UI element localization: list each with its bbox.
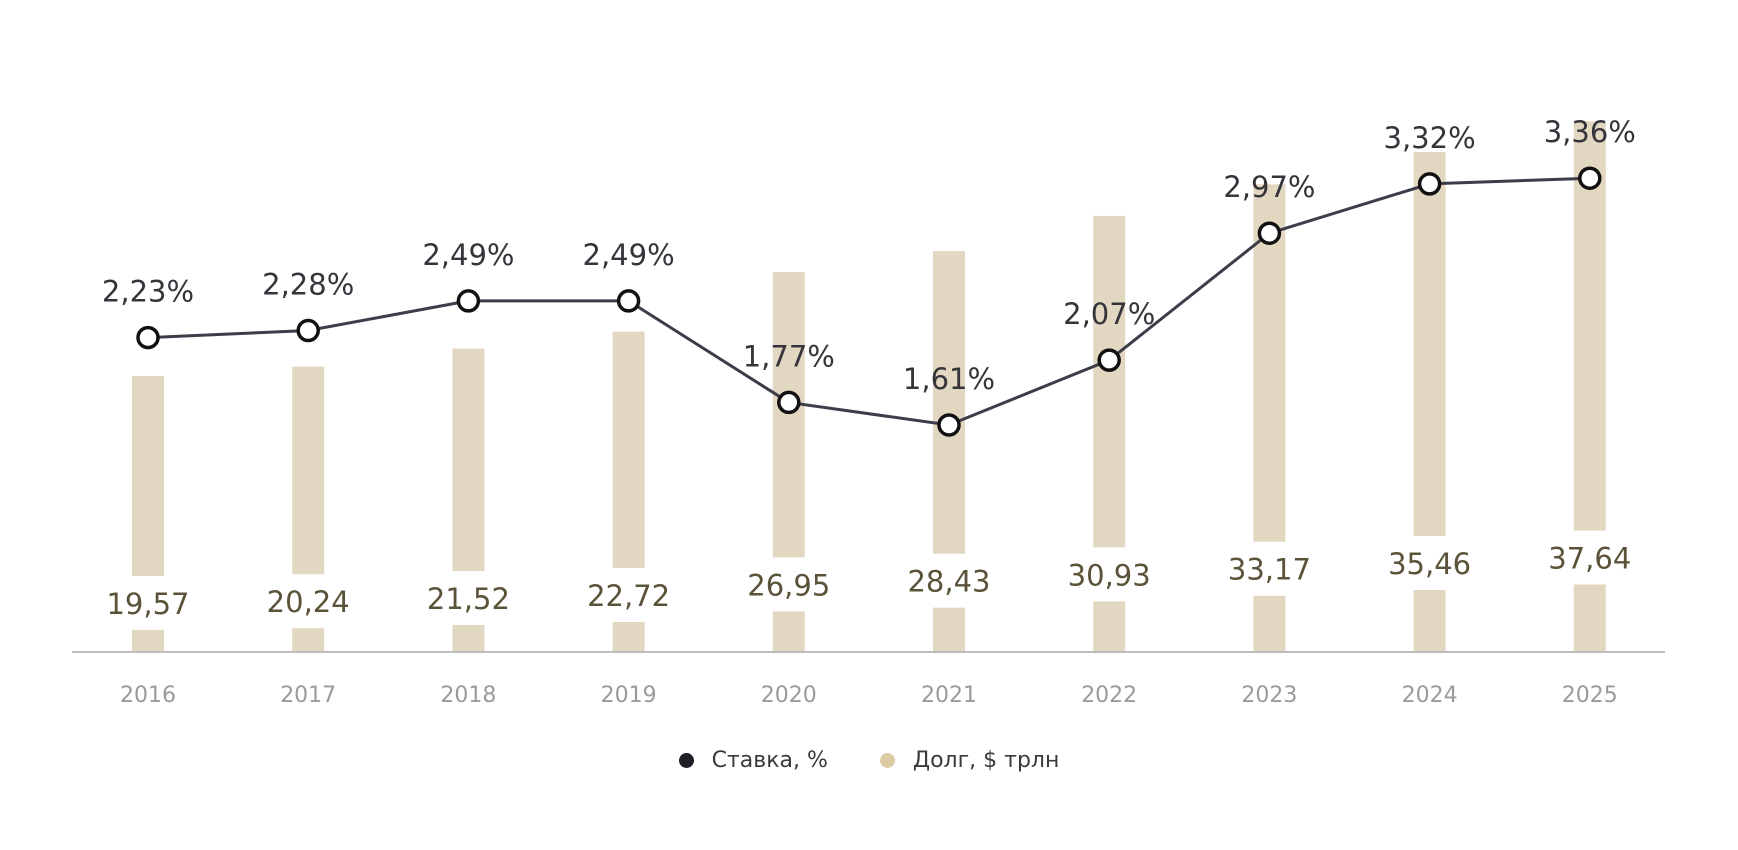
year-tick-2018: 2018	[440, 683, 496, 708]
x-axis-ticks: 2016 2017 2018 2019 2020 2021 2022 2023 2024 2025	[120, 683, 1618, 708]
debt-label-2019: 22,72	[587, 579, 670, 613]
debt-label-2022: 30,93	[1068, 558, 1151, 592]
rate-label-2017: 2,28%	[262, 268, 354, 302]
debt-bar-2017	[292, 366, 325, 575]
rate-label-2022: 2,07%	[1063, 297, 1155, 331]
debt-label-2020: 26,95	[747, 568, 830, 602]
rate-point-2016	[136, 325, 160, 350]
year-tick-2022: 2022	[1081, 683, 1137, 708]
debt-label-2016: 19,57	[106, 587, 189, 621]
legend-label-rate: Ставка, %	[711, 748, 828, 773]
debt-bar-base-2021	[933, 607, 965, 652]
rate-point-2019	[616, 289, 641, 313]
rate-point-2021	[937, 413, 961, 437]
rate-line	[147, 176, 1590, 427]
debt-bar-base-2017	[292, 628, 325, 652]
rate-label-2018: 2,49%	[422, 238, 514, 272]
legend-label-debt: Долг, $ трлн	[912, 748, 1060, 773]
debt-label-2025: 37,64	[1548, 542, 1631, 576]
debt-bar-base-2020	[772, 611, 805, 652]
debt-label-2018: 21,52	[427, 582, 510, 616]
debt-label-2021: 28,43	[907, 565, 990, 599]
debt-bar-base-2018	[452, 624, 485, 652]
rate-label-2025: 3,36%	[1544, 115, 1636, 149]
year-tick-2017: 2017	[280, 683, 336, 708]
rate-point-2017	[296, 318, 320, 343]
debt-bar-2018	[452, 348, 485, 571]
year-tick-2025: 2025	[1562, 683, 1618, 708]
rate-point-2023	[1257, 221, 1282, 245]
legend: Ставка, % Долг, $ трлн	[0, 748, 1738, 773]
debt-label-2024: 35,46	[1388, 547, 1471, 581]
rate-point-2024	[1417, 172, 1442, 196]
debt-bar-base-2024	[1413, 590, 1446, 652]
debt-bar-2016	[132, 376, 164, 576]
debt-bar-base-2023	[1253, 595, 1286, 652]
debt-data-labels: 19,57 20,24 21,52 22,72 26,95 28,43 30,93 33,17…	[106, 542, 1631, 621]
year-tick-2021: 2021	[921, 683, 977, 708]
debt-bar-base-2016	[132, 629, 164, 652]
year-tick-2023: 2023	[1241, 683, 1297, 708]
rate-point-2018	[456, 289, 481, 313]
rate-data-labels: 2,23% 2,28% 2,49% 2,49% 1,77% 1,61% 2,07% 2,97%…	[102, 115, 1636, 396]
rate-points	[136, 166, 1602, 437]
debt-bar-2024	[1413, 152, 1446, 537]
legend-dot-debt-icon	[879, 753, 895, 768]
legend-item-rate[interactable]: Ставка, %	[678, 748, 828, 773]
rate-point-2025	[1578, 166, 1602, 190]
rate-label-2023: 2,97%	[1223, 170, 1315, 204]
legend-item-debt[interactable]: Долг, $ трлн	[879, 748, 1060, 773]
debt-bar-2022	[1093, 215, 1126, 548]
debt-bar-base-2025	[1573, 584, 1606, 652]
debt-bar-2019	[612, 331, 645, 568]
legend-dot-rate-icon	[678, 753, 694, 768]
year-tick-2016: 2016	[120, 683, 176, 708]
debt-label-2017: 20,24	[267, 585, 350, 619]
rate-label-2019: 2,49%	[583, 238, 675, 272]
rate-point-2022	[1097, 348, 1121, 372]
debt-bar-base-2019	[612, 621, 645, 652]
rate-label-2020: 1,77%	[743, 339, 835, 373]
year-tick-2020: 2020	[761, 683, 817, 708]
rate-label-2021: 1,61%	[903, 362, 995, 396]
rate-label-2024: 3,32%	[1384, 121, 1476, 155]
debt-bars	[132, 121, 1606, 652]
year-tick-2024: 2024	[1402, 683, 1458, 708]
debt-bar-base-2022	[1093, 601, 1126, 652]
rate-point-2020	[777, 390, 801, 415]
debt-label-2023: 33,17	[1228, 553, 1311, 587]
chart-area: 2016 2017 2018 2019 2020 2021 2022 2023 2024 2025…	[72, 115, 1665, 708]
debt-bar-2021	[933, 251, 965, 554]
rate-label-2016: 2,23%	[102, 275, 194, 309]
debt-bar-2020	[772, 272, 805, 558]
year-tick-2019: 2019	[601, 683, 657, 708]
